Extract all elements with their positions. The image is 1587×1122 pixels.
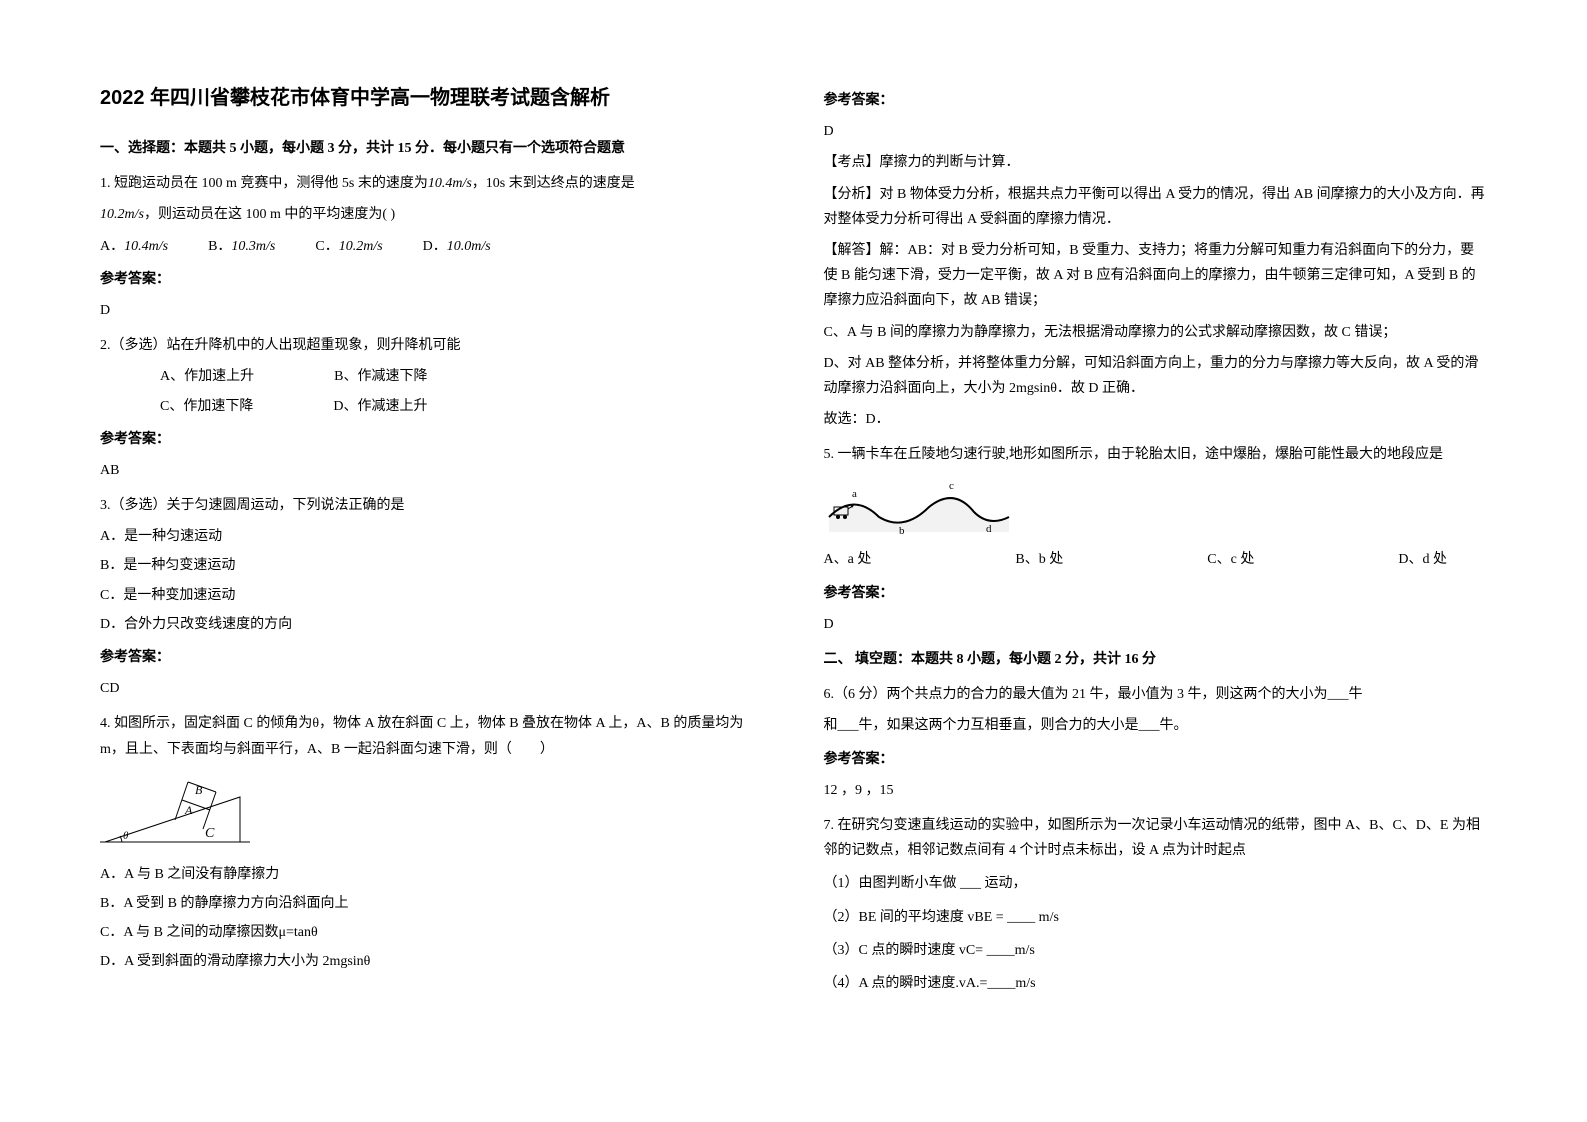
q3-answer-label: 参考答案： bbox=[100, 645, 764, 670]
q6-stem-1: 6.（6 分）两个共点力的合力的最大值为 21 牛，最小值为 3 牛，则这两个的… bbox=[824, 682, 1488, 707]
q4-conclusion: 故选：D． bbox=[824, 407, 1488, 432]
q3-optD: D．合外力只改变线速度的方向 bbox=[100, 612, 764, 637]
q1-stem-3: ，则运动员在这 100 m 中的平均速度为( ) bbox=[144, 207, 395, 222]
q4-solve-ab: 【解答】解：AB：对 B 受力分析可知，B 受重力、支持力；将重力分解可知重力有… bbox=[824, 238, 1488, 314]
q1-answer: D bbox=[100, 298, 764, 323]
q5-optB: B、b 处 bbox=[1015, 547, 1063, 572]
q7-sub4: （4）A 点的瞬时速度.vA.=____m/s bbox=[824, 971, 1488, 996]
q1-optA-label: A． bbox=[100, 239, 124, 254]
q1-optD-label: D． bbox=[423, 239, 447, 254]
q5-answer-label: 参考答案： bbox=[824, 581, 1488, 606]
q1-stem-2: ，10s 末到达终点的速度是 bbox=[472, 176, 635, 191]
q4-optA: A．A 与 B 之间没有静摩擦力 bbox=[100, 862, 764, 887]
q5-label-c: c bbox=[949, 480, 954, 492]
q2-optB: B、作减速下降 bbox=[334, 364, 427, 389]
q7-sub1: （1）由图判断小车做 ___ 运动， bbox=[824, 871, 1488, 896]
q2-optD: D、作减速上升 bbox=[333, 394, 427, 419]
q1-options: A．10.4m/s B．10.3m/s C．10.2m/s D．10.0m/s bbox=[100, 234, 764, 259]
q3-optC: C．是一种变加速运动 bbox=[100, 583, 764, 608]
q4-topic: 【考点】摩擦力的判断与计算． bbox=[824, 150, 1488, 175]
q1-v2: 10.2m/s bbox=[100, 207, 144, 222]
q6-answer: 12 ，9 ，15 bbox=[824, 778, 1488, 803]
q4-label-B: B bbox=[195, 783, 203, 797]
q1-optC-label: C． bbox=[315, 239, 338, 254]
question-4: 4. 如图所示，固定斜面 C 的倾角为θ，物体 A 放在斜面 C 上，物体 B … bbox=[100, 711, 764, 974]
q3-optA: A．是一种匀速运动 bbox=[100, 524, 764, 549]
q5-label-a: a bbox=[852, 488, 857, 500]
q1-optC-val: 10.2m/s bbox=[339, 239, 383, 254]
q6-answer-label: 参考答案： bbox=[824, 747, 1488, 772]
question-6: 6.（6 分）两个共点力的合力的最大值为 21 牛，最小值为 3 牛，则这两个的… bbox=[824, 682, 1488, 803]
q4-answer: D bbox=[824, 119, 1488, 144]
q5-stem: 5. 一辆卡车在丘陵地匀速行驶,地形如图所示，由于轮胎太旧，途中爆胎，爆胎可能性… bbox=[824, 442, 1488, 467]
page-title: 2022 年四川省攀枝花市体育中学高一物理联考试题含解析 bbox=[100, 80, 764, 116]
q1-answer-label: 参考答案： bbox=[100, 267, 764, 292]
q5-figure: a b c d bbox=[824, 477, 1488, 537]
q1-optA-val: 10.4m/s bbox=[124, 239, 168, 254]
q4-solve-d: D、对 AB 整体分析，并将整体重力分解，可知沿斜面方向上，重力的分力与摩擦力等… bbox=[824, 351, 1488, 401]
section-2-title: 二、 填空题：本题共 8 小题，每小题 2 分，共计 16 分 bbox=[824, 647, 1488, 672]
q3-stem: 3.（多选）关于匀速圆周运动，下列说法正确的是 bbox=[100, 493, 764, 518]
q3-answer: CD bbox=[100, 676, 764, 701]
left-column: 2022 年四川省攀枝花市体育中学高一物理联考试题含解析 一、选择题：本题共 5… bbox=[100, 80, 764, 1082]
q1-optD-val: 10.0m/s bbox=[447, 239, 491, 254]
q5-optC: C、c 处 bbox=[1207, 547, 1254, 572]
q4-label-A: A bbox=[184, 803, 193, 817]
question-7: 7. 在研究匀变速直线运动的实验中，如图所示为一次记录小车运动情况的纸带，图中 … bbox=[824, 813, 1488, 996]
q5-optD: D、d 处 bbox=[1398, 547, 1447, 572]
q5-label-d: d bbox=[986, 523, 992, 535]
section-1-title: 一、选择题：本题共 5 小题，每小题 3 分，共计 15 分．每小题只有一个选项… bbox=[100, 136, 764, 161]
question-5: 5. 一辆卡车在丘陵地匀速行驶,地形如图所示，由于轮胎太旧，途中爆胎，爆胎可能性… bbox=[824, 442, 1488, 637]
q1-optB-val: 10.3m/s bbox=[231, 239, 275, 254]
q1-optB-label: B． bbox=[208, 239, 231, 254]
question-3: 3.（多选）关于匀速圆周运动，下列说法正确的是 A．是一种匀速运动 B．是一种匀… bbox=[100, 493, 764, 701]
q4-optB: B．A 受到 B 的静摩擦力方向沿斜面向上 bbox=[100, 891, 764, 916]
q4-label-C: C bbox=[205, 826, 215, 841]
q5-answer: D bbox=[824, 612, 1488, 637]
q5-optA: A、a 处 bbox=[824, 547, 872, 572]
q4-stem: 4. 如图所示，固定斜面 C 的倾角为θ，物体 A 放在斜面 C 上，物体 B … bbox=[100, 711, 764, 761]
q5-label-b: b bbox=[899, 525, 905, 537]
q2-answer: AB bbox=[100, 458, 764, 483]
q2-optC: C、作加速下降 bbox=[160, 394, 253, 419]
question-2: 2.（多选）站在升降机中的人出现超重现象，则升降机可能 A、作加速上升 B、作减… bbox=[100, 333, 764, 483]
q7-sub2: （2）BE 间的平均速度 vBE = ____ m/s bbox=[824, 905, 1488, 930]
q2-stem: 2.（多选）站在升降机中的人出现超重现象，则升降机可能 bbox=[100, 333, 764, 358]
q4-answer-label: 参考答案： bbox=[824, 88, 1488, 113]
q1-v1: 10.4m/s bbox=[428, 176, 472, 191]
q4-optD: D．A 受到斜面的滑动摩擦力大小为 2mgsinθ bbox=[100, 949, 764, 974]
q4-analysis: 【分析】对 B 物体受力分析，根据共点力平衡可以得出 A 受力的情况，得出 AB… bbox=[824, 182, 1488, 232]
q3-optB: B．是一种匀变速运动 bbox=[100, 553, 764, 578]
q7-stem: 7. 在研究匀变速直线运动的实验中，如图所示为一次记录小车运动情况的纸带，图中 … bbox=[824, 813, 1488, 863]
question-1: 1. 短跑运动员在 100 m 竞赛中，测得他 5s 末的速度为10.4m/s，… bbox=[100, 171, 764, 323]
q4-solve-c: C、A 与 B 间的摩擦力为静摩擦力，无法根据滑动摩擦力的公式求解动摩擦因数，故… bbox=[824, 320, 1488, 345]
q4-label-theta: θ bbox=[123, 830, 129, 842]
right-column: 参考答案： D 【考点】摩擦力的判断与计算． 【分析】对 B 物体受力分析，根据… bbox=[824, 80, 1488, 1082]
q4-optC: C．A 与 B 之间的动摩擦因数μ=tanθ bbox=[100, 920, 764, 945]
q7-sub3: （3）C 点的瞬时速度 vC= ____m/s bbox=[824, 938, 1488, 963]
q1-stem-1: 1. 短跑运动员在 100 m 竞赛中，测得他 5s 末的速度为 bbox=[100, 176, 428, 191]
q6-stem-2: 和___牛，如果这两个力互相垂直，则合力的大小是___牛。 bbox=[824, 713, 1488, 738]
q5-options: A、a 处 B、b 处 C、c 处 D、d 处 bbox=[824, 547, 1488, 572]
q4-figure: B A C θ bbox=[100, 772, 764, 852]
q2-answer-label: 参考答案： bbox=[100, 427, 764, 452]
q2-optA: A、作加速上升 bbox=[160, 364, 254, 389]
